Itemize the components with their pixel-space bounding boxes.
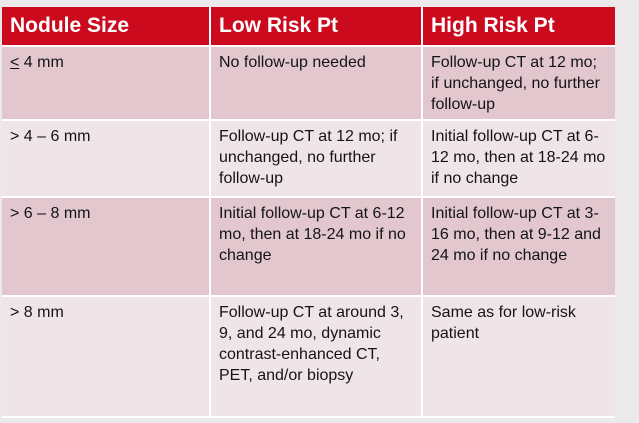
high-risk-cell: Initial follow-up CT at 6-12 mo, then at… [422,120,615,198]
nodule-size-cell: > 6 – 8 mm [2,197,211,297]
low-risk-cell: Initial follow-up CT at 6-12 mo, then at… [210,197,423,297]
header-row: Nodule Size Low Risk Pt High Risk Pt [2,7,615,47]
low-risk-cell: Follow-up CT at 12 mo; if unchanged, no … [210,120,423,198]
table-row: > 8 mm Follow-up CT at around 3, 9, and … [2,296,615,418]
header-low-risk: Low Risk Pt [210,7,423,47]
table-row: > 4 – 6 mm Follow-up CT at 12 mo; if unc… [2,120,615,198]
low-risk-cell: Follow-up CT at around 3, 9, and 24 mo, … [210,296,423,418]
nodule-size-cell: > 4 – 6 mm [2,120,211,198]
header-high-risk: High Risk Pt [422,7,615,47]
nodule-size-cell: < 4 mm [2,46,211,121]
nodule-follow-up-table: Nodule Size Low Risk Pt High Risk Pt < 4… [2,7,615,418]
nodule-size-value: 4 mm [19,54,64,71]
high-risk-cell: Same as for low-risk patient [422,296,615,418]
high-risk-cell: Initial follow-up CT at 3-16 mo, then at… [422,197,615,297]
table-row: > 6 – 8 mm Initial follow-up CT at 6-12 … [2,197,615,297]
low-risk-cell: No follow-up needed [210,46,423,121]
less-equal-symbol: < [10,54,20,71]
table-row: < 4 mm No follow-up needed Follow-up CT … [2,46,615,121]
nodule-size-cell: > 8 mm [2,296,211,418]
header-nodule-size: Nodule Size [2,7,211,47]
high-risk-cell: Follow-up CT at 12 mo; if unchanged, no … [422,46,615,121]
